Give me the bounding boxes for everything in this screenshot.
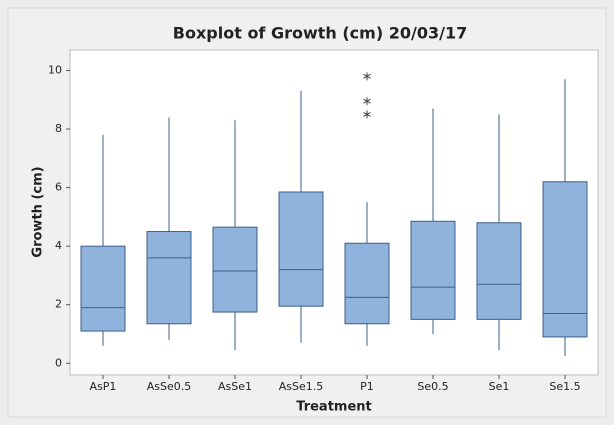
box xyxy=(80,245,126,332)
outlier xyxy=(363,110,371,119)
chart-title: Boxplot of Growth (cm) 20/03/17 xyxy=(173,24,467,43)
box xyxy=(344,242,390,325)
x-tick-label: Se1 xyxy=(489,380,510,393)
plot-area xyxy=(69,49,599,376)
y-tick-label: 8 xyxy=(55,122,62,135)
y-tick-label: 2 xyxy=(55,298,62,311)
x-tick-label: P1 xyxy=(360,380,374,393)
outlier xyxy=(363,72,371,81)
box xyxy=(410,220,456,320)
outlier-stroke xyxy=(363,73,371,79)
x-tick-label: AsSe1.5 xyxy=(279,380,324,393)
x-axis-title: Treatment xyxy=(296,400,372,415)
outlier xyxy=(363,97,371,106)
box xyxy=(146,231,192,325)
x-tick-label: AsSe1 xyxy=(218,380,252,393)
box xyxy=(476,222,522,320)
y-tick-label: 0 xyxy=(55,356,62,369)
x-tick-label: AsP1 xyxy=(90,380,117,393)
outlier-stroke xyxy=(363,111,371,117)
outlier-stroke xyxy=(363,98,371,104)
y-tick-label: 6 xyxy=(55,181,62,194)
y-tick-label: 10 xyxy=(48,63,62,76)
box xyxy=(542,181,588,338)
x-tick-label: Se1.5 xyxy=(549,380,580,393)
y-axis-title: Growth (cm) xyxy=(31,166,46,257)
y-tick-label: 4 xyxy=(55,239,62,252)
box xyxy=(212,226,258,313)
x-tick-label: Se0.5 xyxy=(417,380,448,393)
box xyxy=(278,191,324,307)
x-tick-label: AsSe0.5 xyxy=(147,380,192,393)
